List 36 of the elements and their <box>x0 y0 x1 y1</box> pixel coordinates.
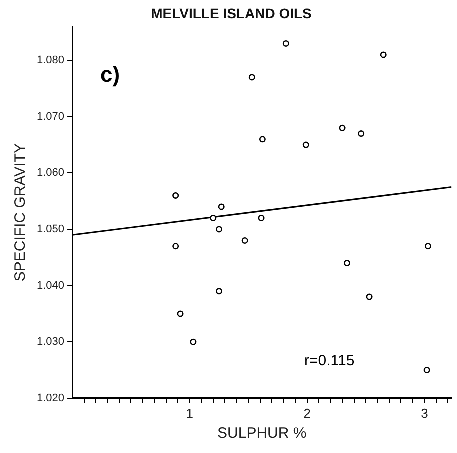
point <box>172 192 180 199</box>
point <box>242 238 248 244</box>
point <box>424 243 432 250</box>
point <box>282 40 290 47</box>
point <box>302 142 310 148</box>
y-tick-label: 1.070 <box>36 110 65 123</box>
x-tick-label: 1 <box>186 406 194 421</box>
x-tick-label: 2 <box>304 406 311 421</box>
point <box>339 124 346 132</box>
point <box>366 294 373 300</box>
point <box>216 288 223 295</box>
y-tick-label: 1.040 <box>36 280 65 292</box>
point <box>190 338 197 346</box>
y-axis-title: SPECIFIC GRAVITY <box>12 144 30 282</box>
point <box>259 136 266 143</box>
point <box>172 243 180 250</box>
point <box>218 204 225 210</box>
point <box>258 214 265 222</box>
chart-title: MELVILLE ISLAND OILS <box>151 5 312 22</box>
x-tick-label: 3 <box>421 406 428 421</box>
point <box>177 310 184 318</box>
y-tick-label: 1.030 <box>36 336 65 348</box>
point <box>248 74 256 81</box>
y-tick-label: 1.050 <box>36 224 65 236</box>
y-tick-label: 1.020 <box>36 392 65 404</box>
point <box>216 226 223 233</box>
x-axis-title: SULPHUR % <box>218 425 307 442</box>
point <box>210 214 217 222</box>
y-tick-label: 1.060 <box>36 167 65 180</box>
annotation: c) <box>100 62 120 87</box>
y-tick-label: 1.080 <box>36 54 65 67</box>
annotation: r=0.115 <box>304 352 355 370</box>
point <box>344 260 350 267</box>
point <box>380 52 387 58</box>
point <box>424 367 430 374</box>
point <box>358 130 365 138</box>
